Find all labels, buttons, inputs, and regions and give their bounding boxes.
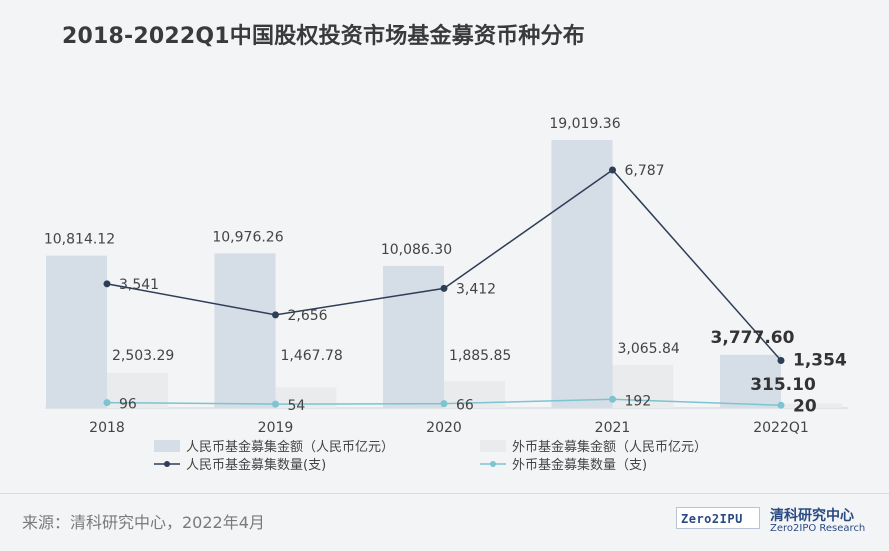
point-rmb-count-2020 — [440, 284, 448, 292]
legend-label-rmb-amount: 人民币基金募集金额（人民币亿元） — [186, 439, 394, 455]
label-fx-count-2019: 54 — [288, 398, 306, 414]
point-rmb-count-2019 — [272, 311, 279, 319]
bar-rmb-amount-2020 — [383, 265, 444, 408]
point-fx-count-2022Q1 — [777, 401, 785, 409]
point-fx-count-2021 — [609, 395, 616, 403]
logo-box-text: Zero2IPU — [676, 507, 760, 529]
legend-label-fx-amount: 外币基金募集金额（人民币亿元） — [512, 439, 707, 455]
logo-name-en: Zero2IPO Research — [770, 523, 866, 534]
legend: 人民币基金募集金额（人民币亿元） 外币基金募集金额（人民币亿元） 人民币基金募集数量… — [154, 439, 707, 473]
label-rmb-count-2019: 2,656 — [288, 308, 328, 324]
label-rmb-amount-2018: 10,814.12 — [44, 232, 115, 248]
label-fx-count-2021: 192 — [625, 393, 652, 409]
label-rmb-count-2022Q1: 1,354 — [793, 351, 847, 371]
x-tick-label-2021: 2021 — [595, 420, 631, 436]
label-fx-count-2022Q1: 20 — [793, 396, 817, 416]
bar-fx-amount-2019 — [275, 387, 337, 408]
x-tick-label-2019: 2019 — [258, 420, 294, 436]
label-rmb-amount-2019: 10,976.26 — [212, 229, 283, 245]
chart: 10,814.12 2,503.29 10,976.26 1,467.78 10,086… — [44, 116, 848, 473]
label-fx-amount-2020: 1,885.85 — [449, 348, 511, 364]
label-rmb-count-2021: 6,787 — [625, 163, 665, 179]
x-tick-label-2022Q1: 2022Q1 — [753, 420, 809, 436]
label-rmb-count-2020: 3,412 — [456, 281, 496, 297]
point-fx-count-2018 — [103, 399, 111, 407]
point-fx-count-2020 — [440, 400, 448, 408]
legend-marker-fx-count — [490, 461, 496, 467]
point-rmb-count-2018 — [103, 280, 111, 288]
logo-name-cn: 清科研究中心 — [770, 508, 854, 524]
footer-divider — [0, 493, 889, 494]
label-rmb-amount-2022Q1: 3,777.60 — [711, 328, 795, 348]
label-fx-count-2020: 66 — [456, 398, 474, 414]
point-rmb-count-2022Q1 — [777, 357, 785, 365]
legend-marker-rmb-count — [164, 461, 170, 467]
legend-swatch-rmb-amount — [154, 440, 180, 452]
x-tick-label-2018: 2018 — [89, 420, 125, 436]
label-rmb-amount-2021: 19,019.36 — [549, 116, 620, 132]
chart-title: 2018-2022Q1中国股权投资市场基金募资币种分布 — [62, 24, 586, 49]
label-fx-amount-2021: 3,065.84 — [618, 341, 680, 357]
label-fx-count-2018: 96 — [119, 397, 137, 413]
bar-rmb-amount-2022Q1 — [720, 354, 781, 408]
bar-rmb-amount-2018 — [46, 255, 107, 408]
x-tick-label-2020: 2020 — [426, 420, 462, 436]
label-fx-amount-2022Q1: 315.10 — [750, 375, 816, 395]
zero2ipo-logo: Zero2IPU 清科研究中心 Zero2IPO Research — [676, 505, 876, 541]
label-rmb-count-2018: 3,541 — [119, 277, 159, 293]
source-note: 来源：清科研究中心，2022年4月 — [22, 513, 265, 532]
bar-fx-amount-2022Q1 — [781, 403, 842, 408]
bar-rmb-amount-2019 — [214, 253, 276, 408]
bar-rmb-amount-2021 — [551, 140, 613, 408]
label-fx-amount-2018: 2,503.29 — [112, 348, 174, 364]
legend-label-rmb-count: 人民币基金募集数量(支) — [186, 457, 326, 473]
label-rmb-amount-2020: 10,086.30 — [381, 242, 452, 258]
point-fx-count-2019 — [272, 400, 279, 408]
point-rmb-count-2021 — [609, 166, 616, 174]
legend-label-fx-count: 外币基金募集数量（支) — [512, 457, 647, 473]
legend-swatch-fx-amount — [480, 440, 506, 452]
label-fx-amount-2019: 1,467.78 — [281, 348, 343, 364]
